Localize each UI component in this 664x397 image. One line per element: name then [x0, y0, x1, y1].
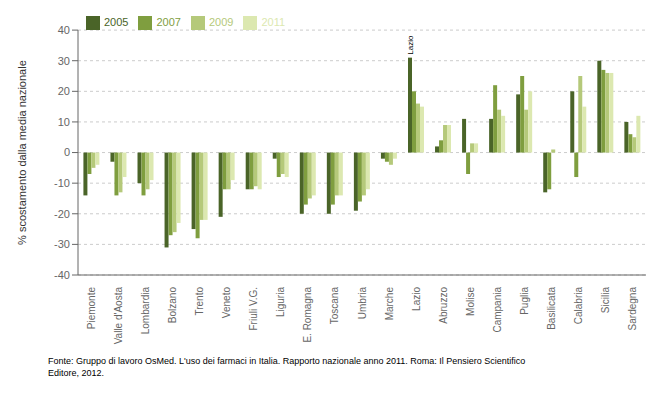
svg-text:-20: -20 [54, 208, 70, 220]
svg-text:Sicilia: Sicilia [600, 287, 611, 314]
svg-text:10: 10 [58, 116, 70, 128]
svg-text:% scostamento dalla media nazi: % scostamento dalla media nazionale [16, 60, 28, 245]
svg-text:-40: -40 [54, 269, 70, 281]
svg-text:Campania: Campania [492, 287, 503, 333]
svg-text:Valle d'Aosta: Valle d'Aosta [113, 287, 124, 345]
svg-text:Piemonte: Piemonte [86, 287, 97, 330]
svg-text:-10: -10 [54, 177, 70, 189]
svg-text:Friuli V.G.: Friuli V.G. [248, 287, 259, 331]
svg-text:20: 20 [58, 85, 70, 97]
svg-text:-30: -30 [54, 238, 70, 250]
svg-text:30: 30 [58, 55, 70, 67]
html-text:2007: 2007 [156, 16, 181, 28]
svg-text:0: 0 [64, 146, 70, 158]
svg-text:Trento: Trento [194, 287, 205, 316]
svg-text:Toscana: Toscana [329, 287, 340, 325]
svg-text:Bolzano: Bolzano [167, 287, 178, 324]
svg-text:Puglia: Puglia [519, 287, 530, 315]
svg-text:Molise: Molise [465, 287, 476, 316]
svg-text:Liguria: Liguria [275, 287, 286, 317]
svg-text:Umbria: Umbria [357, 287, 368, 320]
svg-text:Lazio: Lazio [406, 35, 415, 55]
svg-text:Veneto: Veneto [221, 287, 232, 319]
html-text:Fonte: Gruppo di lavoro OsMed.: Fonte: Gruppo di lavoro OsMed. L'uso dei… [48, 356, 526, 366]
svg-text:Basilicata: Basilicata [546, 287, 557, 330]
html-text:2005: 2005 [104, 16, 129, 28]
svg-text:Lazio: Lazio [411, 287, 422, 311]
svg-text:E. Romagna: E. Romagna [302, 287, 313, 343]
svg-text:Lombardia: Lombardia [140, 287, 151, 335]
html-text:2009: 2009 [209, 16, 234, 28]
svg-text:Abruzzo: Abruzzo [438, 287, 449, 324]
svg-text:40: 40 [58, 24, 70, 36]
html-text:Editore, 2012.: Editore, 2012. [48, 368, 104, 378]
svg-text:Sardegna: Sardegna [627, 287, 638, 331]
html-text:2011: 2011 [261, 16, 286, 28]
svg-text:Calabria: Calabria [573, 287, 584, 325]
svg-text:Marche: Marche [384, 287, 395, 321]
